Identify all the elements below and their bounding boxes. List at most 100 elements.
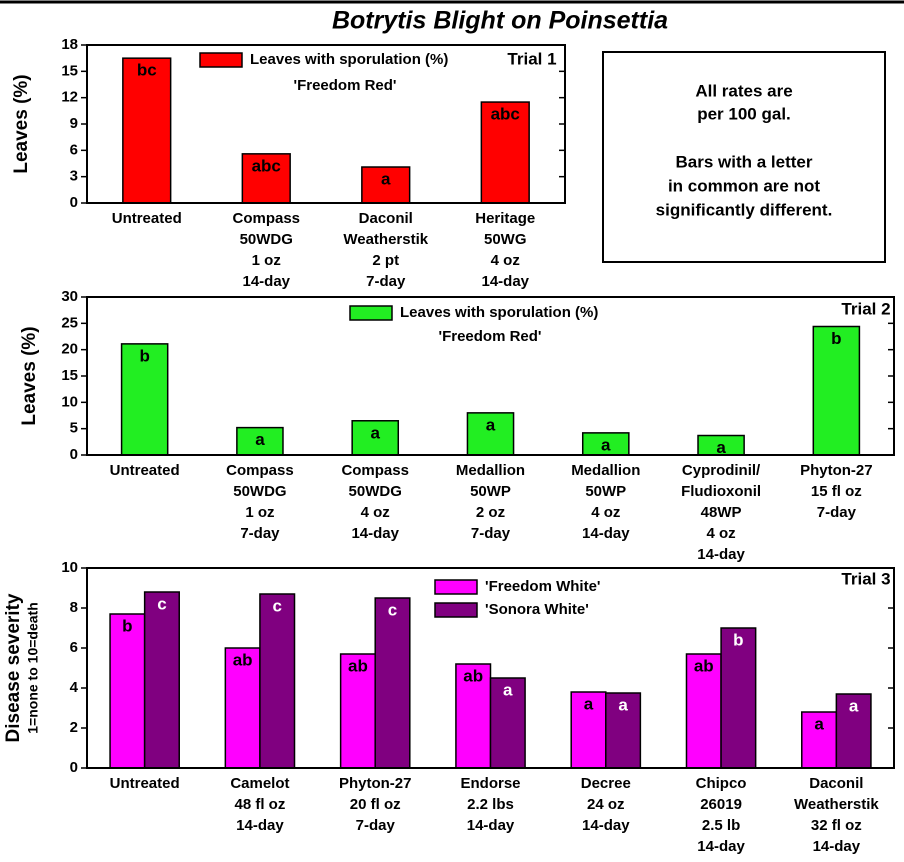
x-tick-label: 50WG <box>484 231 527 248</box>
x-tick-label: 48WP <box>701 504 742 521</box>
y-tick-label: 30 <box>61 288 78 305</box>
significance-letter: ab <box>348 656 368 675</box>
x-tick-label: Decree <box>581 775 631 792</box>
bar <box>720 627 757 769</box>
x-tick-label: Medallion <box>456 462 525 479</box>
y-tick-label: 18 <box>61 36 78 53</box>
y-tick-label: 15 <box>61 62 78 79</box>
x-tick-label: 26019 <box>700 796 742 813</box>
x-tick-label: 14-day <box>236 817 284 834</box>
y-tick-label: 0 <box>70 194 78 211</box>
plot-frame <box>86 567 895 769</box>
x-tick-label: 50WP <box>585 483 626 500</box>
y-tick-label: 9 <box>70 115 78 132</box>
significance-letter: a <box>370 423 380 442</box>
x-tick-label: 32 fl oz <box>811 817 862 834</box>
significance-letter: b <box>831 329 841 348</box>
legend-label: Leaves with sporulation (%) <box>250 51 448 68</box>
note-line: per 100 gal. <box>697 104 791 123</box>
bar <box>605 692 642 769</box>
significance-letter: bc <box>137 61 157 80</box>
bar <box>236 426 284 456</box>
x-tick-label: Heritage <box>475 210 535 227</box>
x-tick-label: 2.2 lbs <box>467 796 514 813</box>
note-line: in common are not <box>668 176 820 195</box>
x-tick-label: 14-day <box>242 273 290 290</box>
note-line: significantly different. <box>656 200 833 219</box>
x-tick-label: Phyton-27 <box>339 775 412 792</box>
x-tick-label: 50WP <box>470 483 511 500</box>
x-tick-label: Fludioxonil <box>681 483 761 500</box>
y-tick-label: 15 <box>61 367 78 384</box>
y-tick-label: 8 <box>70 599 78 616</box>
y-tick-label: 10 <box>61 393 78 410</box>
significance-letter: a <box>814 714 824 733</box>
x-tick-label: 50WDG <box>233 483 286 500</box>
bar <box>489 677 526 769</box>
x-tick-label: 50WDG <box>349 483 402 500</box>
x-tick-label: Untreated <box>112 210 182 227</box>
x-tick-label: Compass <box>232 210 300 227</box>
x-tick-label: 50WDG <box>240 231 293 248</box>
y-tick-label: 6 <box>70 639 78 656</box>
bar <box>122 57 172 204</box>
x-tick-label: 14-day <box>467 817 515 834</box>
bar <box>109 613 146 769</box>
x-tick-label: 7-day <box>240 525 280 542</box>
x-tick-label: 1 oz <box>245 504 274 521</box>
x-tick-label: 14-day <box>813 838 861 855</box>
significance-letter: a <box>716 438 726 457</box>
significance-letter: c <box>157 594 166 613</box>
bar <box>339 653 376 769</box>
significance-letter: ab <box>694 656 714 675</box>
y-tick-label: 20 <box>61 341 78 358</box>
x-tick-label: 14-day <box>351 525 399 542</box>
y-tick-label: 0 <box>70 446 78 463</box>
x-tick-label: 14-day <box>697 838 745 855</box>
x-tick-label: Weatherstik <box>794 796 879 813</box>
x-tick-label: 14-day <box>697 546 745 563</box>
x-tick-label: Compass <box>341 462 409 479</box>
x-tick-label: 24 oz <box>587 796 625 813</box>
y-tick-label: 5 <box>70 420 78 437</box>
x-tick-label: Untreated <box>110 775 180 792</box>
x-tick-label: 2 oz <box>476 504 505 521</box>
significance-letter: ab <box>463 666 483 685</box>
significance-letter: a <box>381 169 391 188</box>
y-tick-label: 6 <box>70 141 78 158</box>
legend-swatch <box>434 579 478 595</box>
x-tick-label: Untreated <box>110 462 180 479</box>
x-tick-label: 20 fl oz <box>350 796 401 813</box>
significance-letter: abc <box>491 105 520 124</box>
x-tick-label: Cyprodinil/ <box>682 462 761 479</box>
significance-letter: c <box>272 596 281 615</box>
note-line: Bars with a letter <box>676 152 813 171</box>
x-tick-label: Compass <box>226 462 294 479</box>
trial-label: Trial 3 <box>841 569 890 588</box>
bar <box>259 593 296 769</box>
legend-swatch <box>199 52 243 68</box>
bar <box>685 653 722 769</box>
legend-label: 'Sonora White' <box>485 601 589 618</box>
x-tick-label: Phyton-27 <box>800 462 873 479</box>
significance-letter: a <box>584 694 594 713</box>
x-tick-label: 4 oz <box>361 504 390 521</box>
x-tick-label: 7-day <box>817 504 857 521</box>
x-tick-label: Weatherstik <box>343 231 428 248</box>
legend-subtitle: 'Freedom Red' <box>439 328 542 345</box>
x-tick-label: Camelot <box>230 775 289 792</box>
x-tick-label: Medallion <box>571 462 640 479</box>
bar <box>466 412 515 456</box>
x-tick-label: 48 fl oz <box>234 796 285 813</box>
x-tick-label: Chipco <box>696 775 747 792</box>
x-tick-label: 7-day <box>366 273 406 290</box>
x-tick-label: Daconil <box>359 210 413 227</box>
x-tick-label: 4 oz <box>591 504 620 521</box>
y-axis-label: Leaves (%) <box>11 74 32 173</box>
y-tick-label: 10 <box>61 559 78 576</box>
x-tick-label: 14-day <box>582 817 630 834</box>
bar <box>241 153 291 204</box>
trial-label: Trial 2 <box>841 299 890 318</box>
legend-swatch <box>434 602 478 618</box>
